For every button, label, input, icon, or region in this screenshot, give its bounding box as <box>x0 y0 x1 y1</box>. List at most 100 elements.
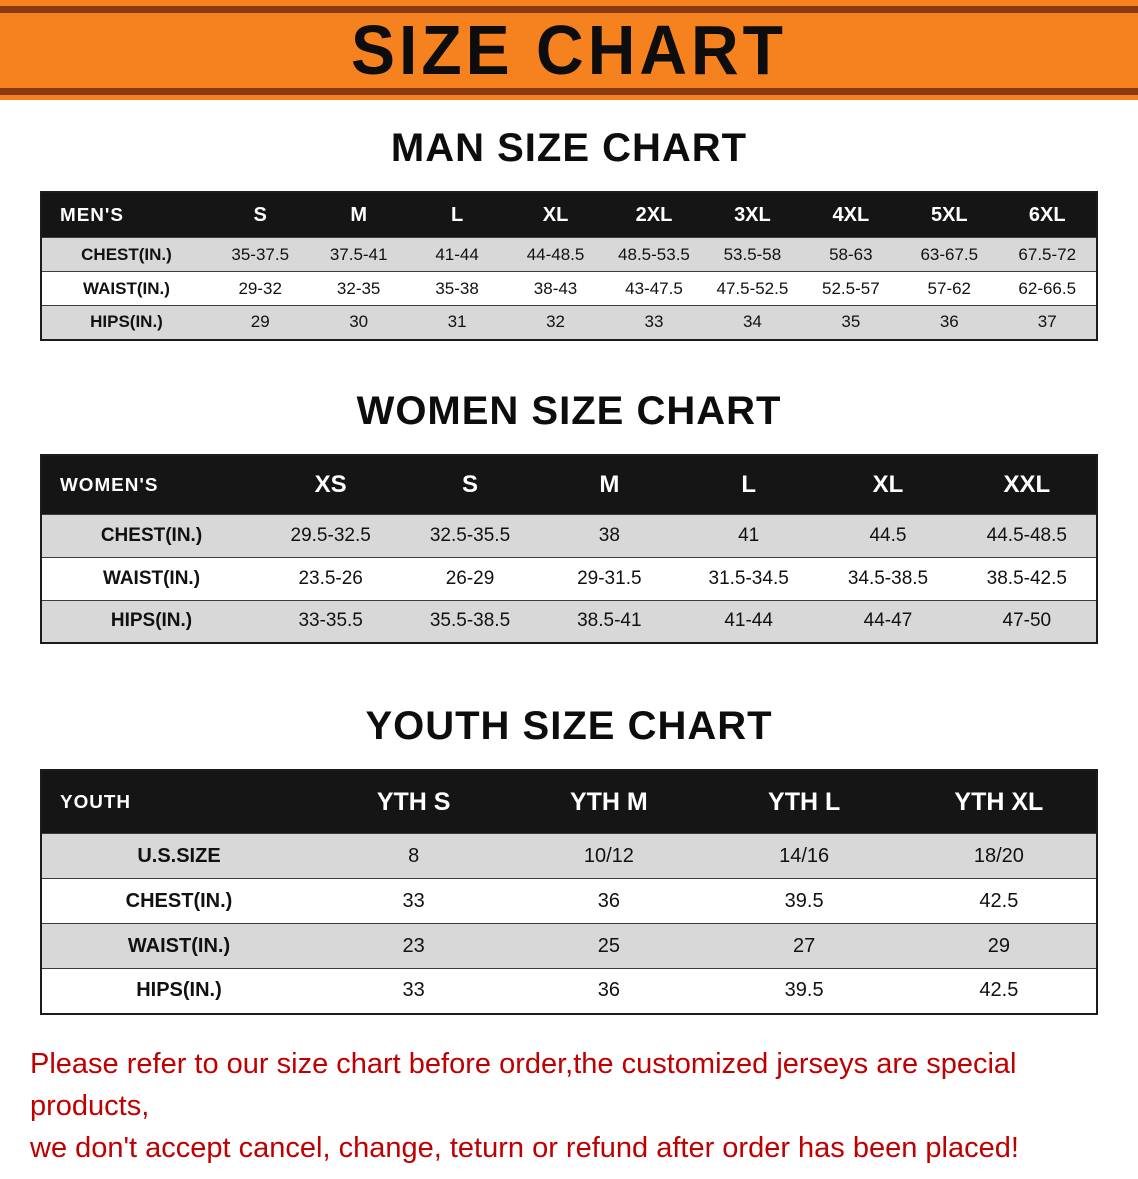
size-value: 33-35.5 <box>298 610 363 632</box>
size-value: 48.5-53.5 <box>618 244 690 264</box>
size-value: 23 <box>402 934 425 957</box>
size-value: 31.5-34.5 <box>708 567 789 589</box>
size-value: 29 <box>987 934 1010 957</box>
size-value: 44-47 <box>863 610 913 632</box>
size-value: 8 <box>408 844 420 867</box>
size-value: 57-62 <box>927 278 972 298</box>
size-value: 58-63 <box>829 244 873 264</box>
table-row: CHEST(IN.) 35-37.5 37.5-41 41-44 44-48.5 48.5… <box>41 237 1097 272</box>
row-label: WAIST(IN.) <box>83 278 170 298</box>
size-column-header: XXL <box>957 454 1097 514</box>
size-column-header: YTH M <box>511 770 707 834</box>
size-value: 29 <box>250 312 270 332</box>
row-label: U.S.SIZE <box>137 844 221 867</box>
size-column-header: XS <box>261 454 401 514</box>
size-column-header: YTH XL <box>901 770 1097 834</box>
size-value: 41-44 <box>724 610 773 632</box>
section-youth: YOUTH SIZE CHART YOUTH YTH S YTH M YTH L YTH… <box>0 704 1138 1015</box>
table-row: HIPS(IN.) 33 36 39.5 42.5 <box>41 968 1097 1014</box>
table-row: CHEST(IN.) 33 36 39.5 42.5 <box>41 878 1097 924</box>
size-column-header: 4XL <box>801 192 901 238</box>
size-value: 31 <box>447 312 467 332</box>
size-value: 32.5-35.5 <box>429 524 511 546</box>
size-value: 35-37.5 <box>231 244 290 264</box>
youth-size-chart-heading: YOUTH SIZE CHART <box>365 704 773 748</box>
size-value: 38.5-42.5 <box>986 567 1067 589</box>
table-category-header: WOMEN'S <box>41 454 261 514</box>
size-column-header: 3XL <box>703 192 802 238</box>
banner: SIZE CHART <box>0 0 1138 100</box>
table-header-row: MEN'S S M L XL 2XL 3XL 4XL 5XL 6XL <box>41 192 1097 238</box>
row-label: HIPS(IN.) <box>136 979 222 1002</box>
size-column-header: S <box>400 454 540 514</box>
size-value: 27 <box>793 934 816 957</box>
size-value: 29-31.5 <box>577 567 642 589</box>
men-size-table: MEN'S S M L XL 2XL 3XL 4XL 5XL 6XL CHEST(IN.) 35-37… <box>40 191 1098 341</box>
table-header-row: WOMEN'S XS S M L XL XXL <box>41 454 1097 514</box>
size-value: 26-29 <box>445 567 495 589</box>
size-value: 47-50 <box>1002 610 1052 632</box>
size-column-header: L <box>407 192 507 238</box>
size-value: 23.5-26 <box>298 567 363 589</box>
size-value: 35.5-38.5 <box>429 610 511 632</box>
size-value: 41-44 <box>435 244 479 264</box>
women-size-chart-heading: WOMEN SIZE CHART <box>356 388 782 433</box>
size-value: 44-48.5 <box>526 244 585 264</box>
size-value: 52.5-57 <box>822 278 880 298</box>
row-label: HIPS(IN.) <box>110 610 193 632</box>
size-value: 42.5 <box>979 979 1019 1002</box>
size-value: 33 <box>644 312 664 332</box>
size-value: 29-32 <box>238 278 282 298</box>
notice-line-2: we don't accept cancel, change, teturn o… <box>30 1131 1019 1164</box>
women-size-table: WOMEN'S XS S M L XL XXL CHEST(IN.) 29.5-32.5 32.5… <box>40 453 1098 644</box>
row-label: CHEST(IN.) <box>100 524 203 546</box>
size-value: 63-67.5 <box>920 244 979 264</box>
table-row: HIPS(IN.) 29 30 31 32 33 34 35 36 37 <box>41 305 1097 340</box>
table-row: WAIST(IN.) 29-32 32-35 35-38 38-43 43-47.5 47.… <box>41 271 1097 306</box>
table-category-header: YOUTH <box>41 770 316 834</box>
row-label: HIPS(IN.) <box>90 312 163 332</box>
size-value: 36 <box>597 979 620 1002</box>
size-value: 39.5 <box>784 889 824 912</box>
size-value: 62-66.5 <box>1018 278 1077 298</box>
youth-size-table: YOUTH YTH S YTH M YTH L YTH XL U.S.SIZE 8 10/12… <box>40 769 1098 1015</box>
size-value: 14/16 <box>779 844 830 867</box>
size-value: 53.5-58 <box>723 244 782 264</box>
size-column-header: L <box>678 454 819 514</box>
size-value: 38.5-41 <box>577 610 642 632</box>
table-row: CHEST(IN.) 29.5-32.5 32.5-35.5 38 41 44.5 44.5… <box>41 514 1097 557</box>
size-column-header: M <box>539 454 679 514</box>
size-value: 38 <box>598 524 620 546</box>
row-label: CHEST(IN.) <box>81 244 172 264</box>
size-column-header: XL <box>818 454 958 514</box>
section-women: WOMEN SIZE CHART WOMEN'S XS S M L XL XXL CHEST(… <box>0 388 1138 644</box>
size-value: 35 <box>841 312 861 332</box>
table-row: WAIST(IN.) 23.5-26 26-29 29-31.5 31.5-34.5 34… <box>41 557 1097 600</box>
size-value: 34.5-38.5 <box>847 567 929 589</box>
size-value: 36 <box>597 889 620 912</box>
size-value: 37.5-41 <box>329 244 388 264</box>
size-value: 33 <box>402 889 425 912</box>
page-title: SIZE CHART <box>351 11 787 89</box>
table-row: WAIST(IN.) 23 25 27 29 <box>41 923 1097 969</box>
size-value: 34 <box>742 312 762 332</box>
row-label: CHEST(IN.) <box>125 889 233 912</box>
size-value: 36 <box>939 312 959 332</box>
size-value: 42.5 <box>979 889 1019 912</box>
size-value: 44.5 <box>869 524 907 546</box>
row-label: WAIST(IN.) <box>102 567 201 589</box>
size-column-header: 6XL <box>998 192 1097 238</box>
notice-line-1: Please refer to our size chart before or… <box>30 1047 1017 1122</box>
order-notice: Please refer to our size chart before or… <box>0 1043 1138 1179</box>
size-column-header: M <box>309 192 408 238</box>
size-column-header: YTH L <box>706 770 902 834</box>
size-value: 37 <box>1037 312 1057 332</box>
size-value: 47.5-52.5 <box>716 278 789 298</box>
size-value: 32 <box>546 312 565 332</box>
table-row: U.S.SIZE 8 10/12 14/16 18/20 <box>41 833 1097 879</box>
size-column-header: 2XL <box>604 192 704 238</box>
man-size-chart-heading: MAN SIZE CHART <box>390 126 748 170</box>
size-column-header: 5XL <box>900 192 999 238</box>
size-value: 67.5-72 <box>1018 244 1077 264</box>
